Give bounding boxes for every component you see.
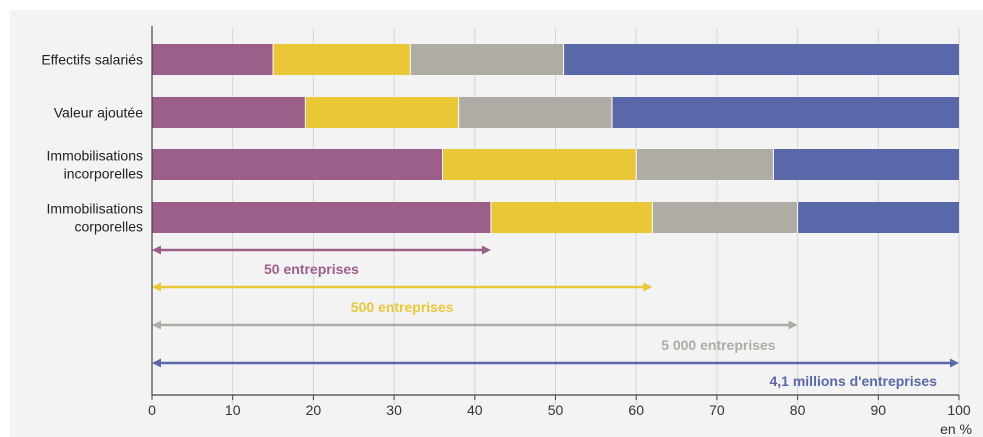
bar-segment-cat1-series3 <box>612 97 959 128</box>
bar-segment-cat1-series0 <box>152 97 305 128</box>
x-tick-label: 10 <box>225 402 241 418</box>
bar-segment-cat3-series2 <box>652 202 797 233</box>
bar-segment-cat3-series0 <box>152 202 491 233</box>
category-label: Valeur ajoutée <box>54 105 143 121</box>
bar-segment-cat0-series2 <box>410 44 563 75</box>
bar-segment-cat1-series2 <box>459 97 612 128</box>
x-tick-label: 50 <box>548 402 564 418</box>
x-tick-label: 20 <box>306 402 322 418</box>
category-label-line: Immobilisations <box>47 148 143 164</box>
bar-segment-cat0-series1 <box>273 44 410 75</box>
bar-segment-cat0-series3 <box>564 44 959 75</box>
bar-segment-cat1-series1 <box>305 97 458 128</box>
x-tick-label: 90 <box>871 402 887 418</box>
bar-segment-cat2-series1 <box>443 149 637 180</box>
x-tick-label: 70 <box>709 402 725 418</box>
bar-segment-cat0-series0 <box>152 44 273 75</box>
x-tick-label: 60 <box>628 402 644 418</box>
bar-segment-cat2-series3 <box>773 149 959 180</box>
x-tick-label: 40 <box>467 402 483 418</box>
x-tick-label: 80 <box>790 402 806 418</box>
x-tick-label: 0 <box>148 402 156 418</box>
category-label: Effectifs salariés <box>41 52 143 68</box>
bar-segment-cat3-series3 <box>798 202 959 233</box>
bar-segment-cat2-series0 <box>152 149 443 180</box>
annotation-label: 5 000 entreprises <box>661 337 776 353</box>
category-label-line: Valeur ajoutée <box>54 105 143 121</box>
category-label-line: corporelles <box>75 219 143 235</box>
category-label-line: incorporelles <box>64 166 143 182</box>
x-axis-unit-label: en % <box>940 421 972 437</box>
x-tick-label: 30 <box>386 402 402 418</box>
annotation-label: 500 entreprises <box>351 299 454 315</box>
x-tick-label: 100 <box>947 402 971 418</box>
bar-segment-cat3-series1 <box>491 202 652 233</box>
annotation-label: 4,1 millions d'entreprises <box>769 373 937 389</box>
category-label-line: Effectifs salariés <box>41 52 143 68</box>
bar-segment-cat2-series2 <box>636 149 773 180</box>
category-label-line: Immobilisations <box>47 201 143 217</box>
annotation-label: 50 entreprises <box>264 261 359 277</box>
